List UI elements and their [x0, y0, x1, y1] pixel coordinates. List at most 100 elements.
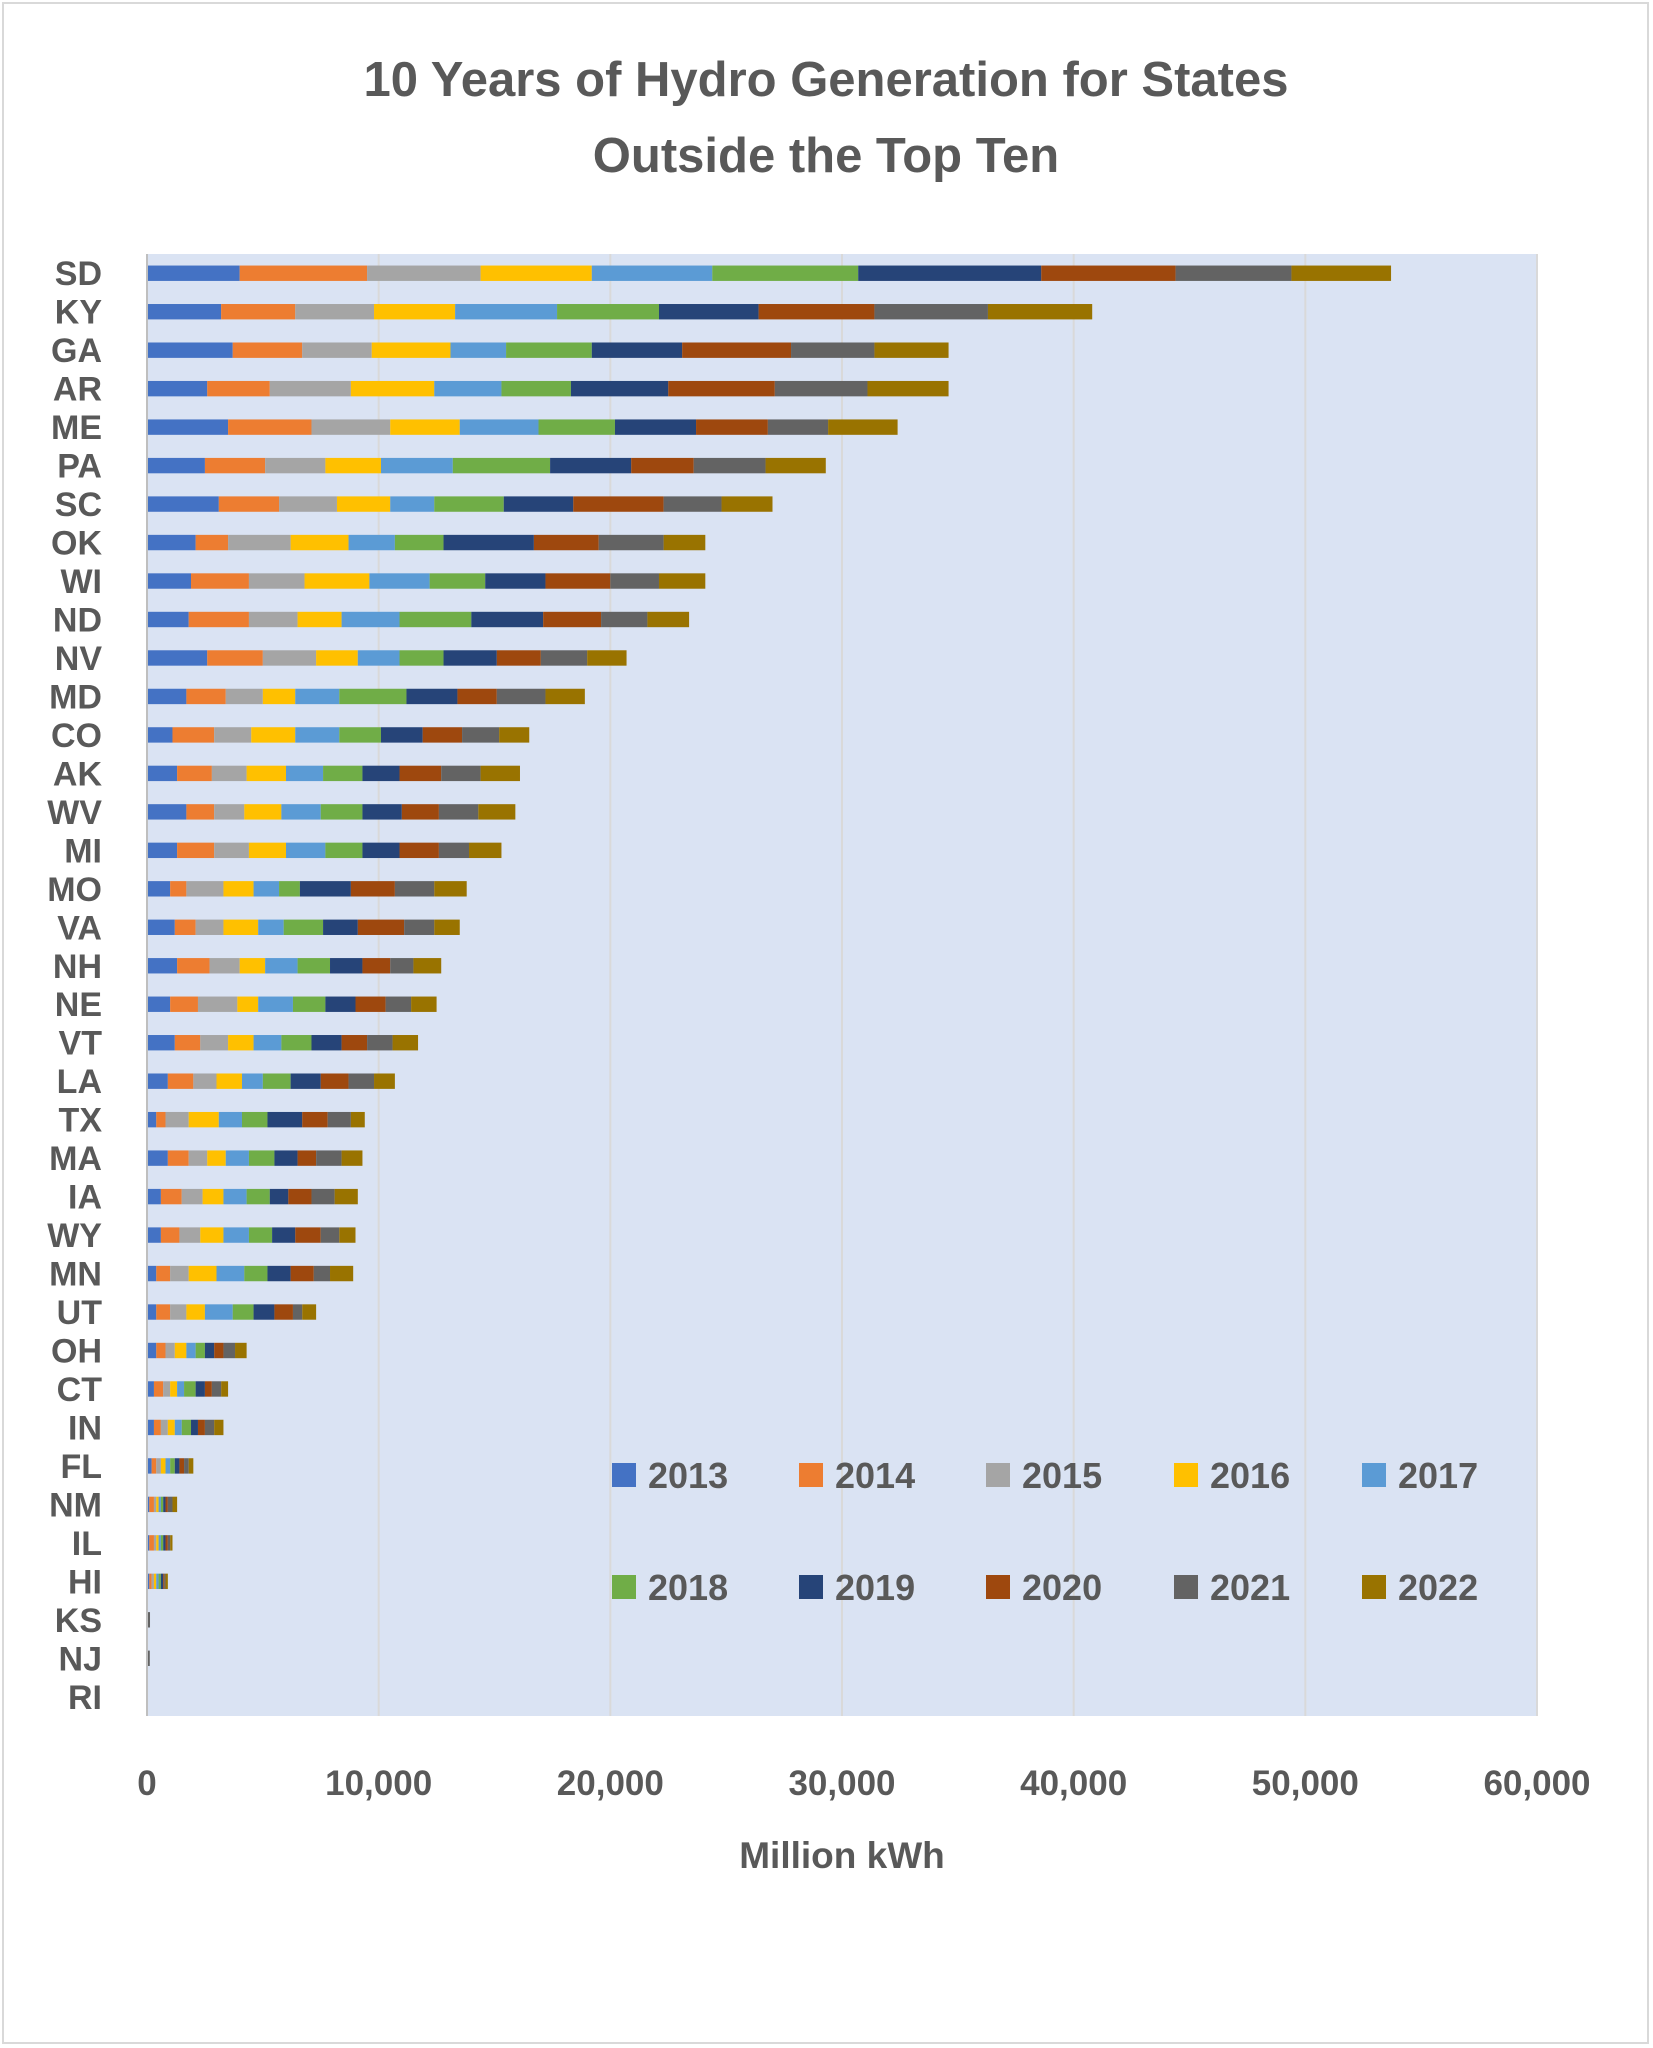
x-tick-label: 40,000	[1020, 1764, 1127, 1803]
legend-label: 2021	[1210, 1567, 1290, 1608]
bar-segment-MN-2017	[216, 1265, 245, 1282]
bar-segment-KY-2019	[658, 304, 759, 320]
bar-segment-HI-2015	[151, 1573, 154, 1590]
bar-segment-NE-2018	[292, 996, 326, 1012]
x-tick-label: 20,000	[557, 1764, 664, 1803]
bar-segment-MA-2016	[207, 1150, 226, 1166]
bar-segment-WV-2014	[186, 804, 215, 820]
bar-segment-NM-2020	[165, 1496, 168, 1513]
bar-segment-OK-2021	[598, 534, 664, 551]
bar-segment-MA-2018	[248, 1150, 275, 1166]
y-tick-label: VT	[59, 1025, 103, 1063]
bar-segment-SC-2016	[336, 496, 391, 512]
legend-swatch-2019	[799, 1575, 823, 1599]
bar-segment-MN-2020	[290, 1265, 314, 1282]
bar-segment-MD-2017	[295, 688, 340, 705]
bar-segment-FL-2021	[184, 1458, 189, 1474]
bar-segment-WY-2013	[147, 1227, 161, 1243]
bar-segment-NV-2014	[207, 650, 263, 666]
bar-segment-IA-2019	[269, 1188, 289, 1205]
bar-segment-MI-2015	[214, 842, 249, 859]
legend-swatch-2017	[1362, 1463, 1386, 1487]
bar-segment-NM-2021	[167, 1496, 173, 1513]
bar-segment-NV-2020	[496, 650, 541, 666]
bar-segment-GA-2018	[506, 342, 592, 358]
legend-label: 2020	[1022, 1567, 1102, 1608]
bar-segment-AR-2022	[867, 380, 949, 397]
bar-segment-VT-2014	[174, 1035, 201, 1051]
bar-segment-MN-2022	[330, 1265, 354, 1282]
bar-segment-MI-2020	[399, 842, 439, 859]
legend-label: 2014	[835, 1455, 915, 1496]
bar-segment-VT-2022	[392, 1035, 419, 1051]
bar-segment-WY-2014	[160, 1227, 180, 1243]
bar-segment-AR-2015	[269, 380, 351, 397]
bar-segment-VA-2016	[223, 919, 259, 935]
bar-segment-OH-2013	[147, 1342, 157, 1359]
bar-segment-ME-2021	[767, 419, 829, 435]
bar-segment-IL-2018	[160, 1535, 164, 1551]
bar-segment-SC-2013	[147, 496, 219, 512]
bar-segment-ME-2019	[614, 419, 697, 435]
x-tick-label: 50,000	[1252, 1764, 1359, 1803]
bar-segment-IL-2017	[158, 1535, 161, 1551]
y-tick-label: AR	[53, 371, 102, 409]
bar-segment-GA-2015	[302, 342, 372, 358]
bar-segment-OK-2014	[195, 534, 229, 551]
bar-segment-NM-2022	[172, 1496, 178, 1513]
bar-segment-IN-2019	[191, 1419, 198, 1436]
y-tick-label: FL	[60, 1448, 102, 1486]
bar-segment-NE-2017	[258, 996, 293, 1012]
bar-segment-KY-2015	[295, 304, 375, 320]
bar-segment-IL-2013	[147, 1535, 150, 1551]
bar-segment-MA-2015	[188, 1150, 208, 1166]
bar-segment-SD-2021	[1175, 265, 1292, 281]
bar-segment-KY-2018	[557, 304, 659, 320]
bar-segment-LA-2016	[216, 1073, 242, 1089]
bar-segment-WY-2022	[339, 1227, 356, 1243]
bar-segment-CT-2020	[204, 1381, 212, 1397]
bar-segment-IA-2016	[202, 1188, 224, 1205]
bar-segment-AK-2015	[211, 765, 247, 782]
bar-segment-WI-2022	[658, 573, 706, 589]
bar-segment-CT-2019	[195, 1381, 205, 1397]
bar-segment-ME-2020	[696, 419, 768, 435]
bar-segment-HI-2020	[163, 1573, 165, 1590]
bar-segment-NV-2013	[147, 650, 208, 666]
bar-segment-FL-2017	[165, 1458, 171, 1474]
bar-segment-MN-2018	[244, 1265, 268, 1282]
bar-segment-FL-2022	[188, 1458, 194, 1474]
bar-segment-UT-2013	[147, 1304, 157, 1320]
bar-segment-CO-2015	[214, 727, 252, 743]
bar-segment-IA-2014	[160, 1188, 182, 1205]
legend-label: 2022	[1398, 1567, 1478, 1608]
bar-segment-NH-2016	[239, 958, 266, 974]
bar-segment-OK-2018	[394, 534, 444, 551]
bar-segment-FL-2013	[147, 1458, 152, 1474]
bar-segment-VA-2013	[147, 919, 175, 935]
bar-segment-VA-2014	[174, 919, 196, 935]
bar-segment-PA-2018	[452, 457, 551, 474]
bar-segment-VT-2020	[341, 1035, 368, 1051]
bar-segment-ND-2013	[147, 611, 189, 628]
bar-segment-MI-2022	[469, 842, 502, 859]
bar-segment-MO-2015	[186, 881, 224, 897]
bar-segment-MA-2020	[297, 1150, 317, 1166]
bar-segment-IN-2018	[181, 1419, 192, 1436]
bar-segment-NE-2016	[237, 996, 259, 1012]
bar-segment-WV-2018	[320, 804, 363, 820]
bar-segment-WV-2017	[281, 804, 321, 820]
bar-segment-NV-2015	[262, 650, 317, 666]
bar-segment-SC-2021	[663, 496, 722, 512]
bar-segment-HI-2016	[153, 1573, 157, 1590]
bar-segment-LA-2017	[241, 1073, 263, 1089]
bar-segment-HI-2013	[147, 1573, 150, 1590]
bar-segment-SD-2015	[367, 265, 481, 281]
bar-segment-NE-2022	[411, 996, 437, 1012]
bar-segment-VA-2021	[404, 919, 435, 935]
legend-swatch-2018	[612, 1575, 636, 1599]
bar-segment-MD-2022	[545, 688, 585, 705]
y-tick-label: CT	[57, 1371, 103, 1409]
bar-segment-IL-2022	[170, 1535, 173, 1551]
bar-segment-CO-2013	[147, 727, 173, 743]
